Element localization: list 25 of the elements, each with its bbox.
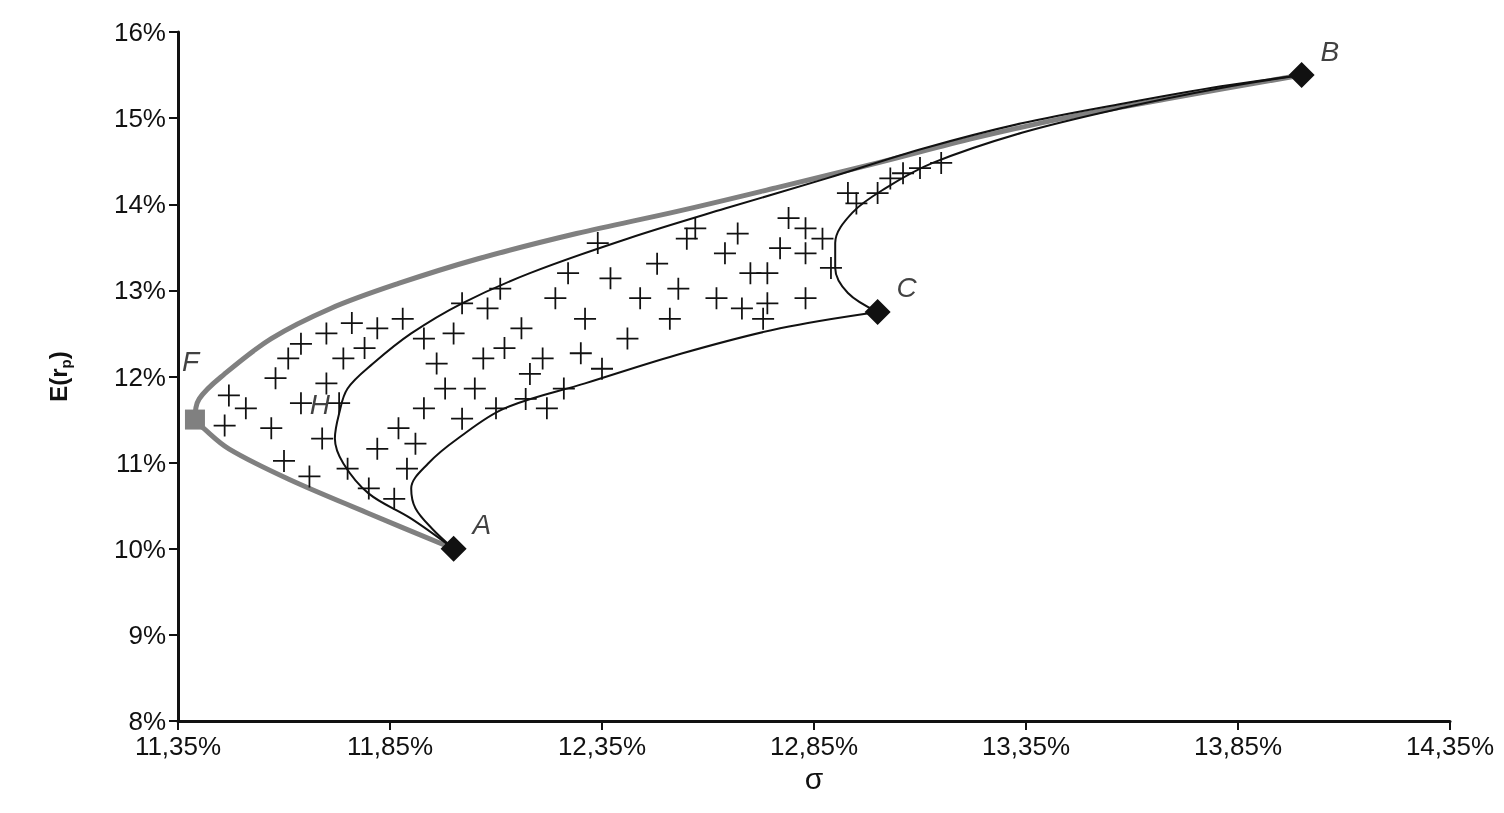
annotation: H: [309, 389, 331, 421]
annotation: C: [896, 272, 918, 304]
y-tick-label: 10%: [113, 533, 166, 564]
x-tick-label: 14,35%: [1405, 731, 1495, 761]
point: [440, 535, 467, 562]
x-tick-label: 13,85%: [1193, 731, 1283, 761]
annotation: F: [181, 346, 201, 378]
y-tick-label: 14%: [113, 189, 166, 220]
point: [1288, 62, 1315, 89]
y-tick-label: 9%: [128, 619, 166, 650]
annotation: A: [470, 509, 492, 541]
y-tick-label: 11%: [115, 447, 166, 478]
x-tick-label: 11,85%: [346, 731, 434, 761]
y-tick-label: 16%: [113, 17, 166, 47]
point: [864, 298, 891, 325]
x-tick-label: 13,35%: [981, 731, 1071, 761]
x-tick-label: 12,85%: [769, 731, 859, 761]
annotation: B: [1320, 35, 1340, 67]
y-tick-label: 13%: [113, 275, 166, 306]
x-tick-label: 12,35%: [557, 731, 647, 761]
point: [184, 409, 205, 430]
y-axis-title: E(rp): [45, 351, 74, 402]
x-axis-title: σ: [804, 762, 824, 796]
y-tick-label: 15%: [113, 103, 166, 134]
y-tick-label: 12%: [113, 361, 166, 392]
